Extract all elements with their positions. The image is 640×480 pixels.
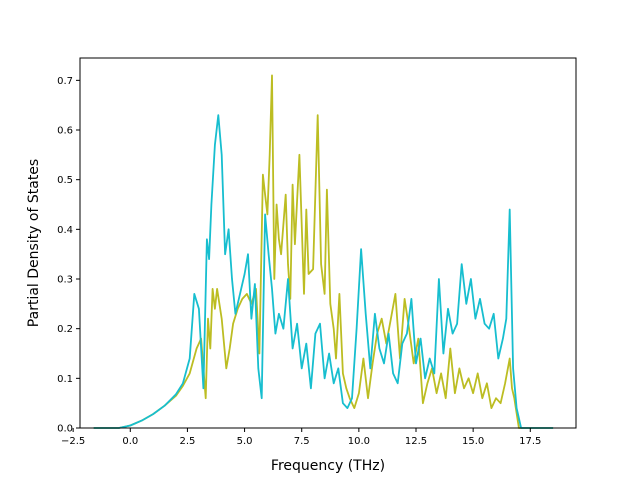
series-line-1 [93, 114, 554, 429]
x-axis-label: Frequency (THz) [271, 458, 385, 474]
x-tick-label-2: 2.5 [179, 436, 195, 447]
x-tick-label-5: 10.0 [348, 436, 370, 447]
series-layer [93, 74, 554, 429]
x-tick-label-4: 7.5 [294, 436, 310, 447]
x-ticks: −2.5 0.0 2.5 5.0 7.5 10.0 12.5 15.0 17.5 [61, 428, 541, 447]
x-tick-label-1: 0.0 [122, 436, 138, 447]
y-tick-label-4: 0.4 [57, 225, 73, 236]
y-ticks: 0.0 0.1 0.2 0.3 0.4 0.5 0.6 0.7 [57, 76, 80, 435]
axes-frame [79, 57, 577, 429]
x-tick-label-8: 17.5 [519, 436, 541, 447]
y-axis-label: Partial Density of States [26, 159, 42, 327]
x-tick-label-6: 12.5 [405, 436, 427, 447]
y-tick-label-7: 0.7 [57, 76, 73, 87]
y-tick-label-5: 0.5 [57, 175, 73, 186]
y-tick-label-6: 0.6 [57, 126, 73, 137]
x-tick-label-0: −2.5 [61, 436, 85, 447]
x-tick-label-7: 15.0 [462, 436, 484, 447]
y-tick-label-0: 0.0 [57, 424, 73, 435]
x-tick-label-3: 5.0 [237, 436, 253, 447]
series-line-0 [93, 74, 554, 429]
y-tick-label-1: 0.1 [57, 374, 73, 385]
y-tick-label-3: 0.3 [57, 275, 73, 286]
y-tick-label-2: 0.2 [57, 324, 73, 335]
